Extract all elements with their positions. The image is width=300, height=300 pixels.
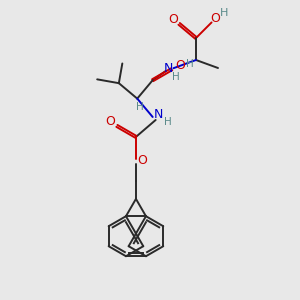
Text: H: H [172,72,179,82]
Text: O: O [211,12,220,25]
Text: O: O [105,116,115,128]
Text: H: H [164,117,172,127]
Text: H: H [136,102,144,112]
Text: N: N [154,109,164,122]
Text: H: H [220,8,229,18]
Text: H: H [186,59,194,69]
Text: N: N [164,62,173,75]
Text: O: O [137,154,147,167]
Text: O: O [168,14,178,26]
Text: O: O [175,59,185,72]
